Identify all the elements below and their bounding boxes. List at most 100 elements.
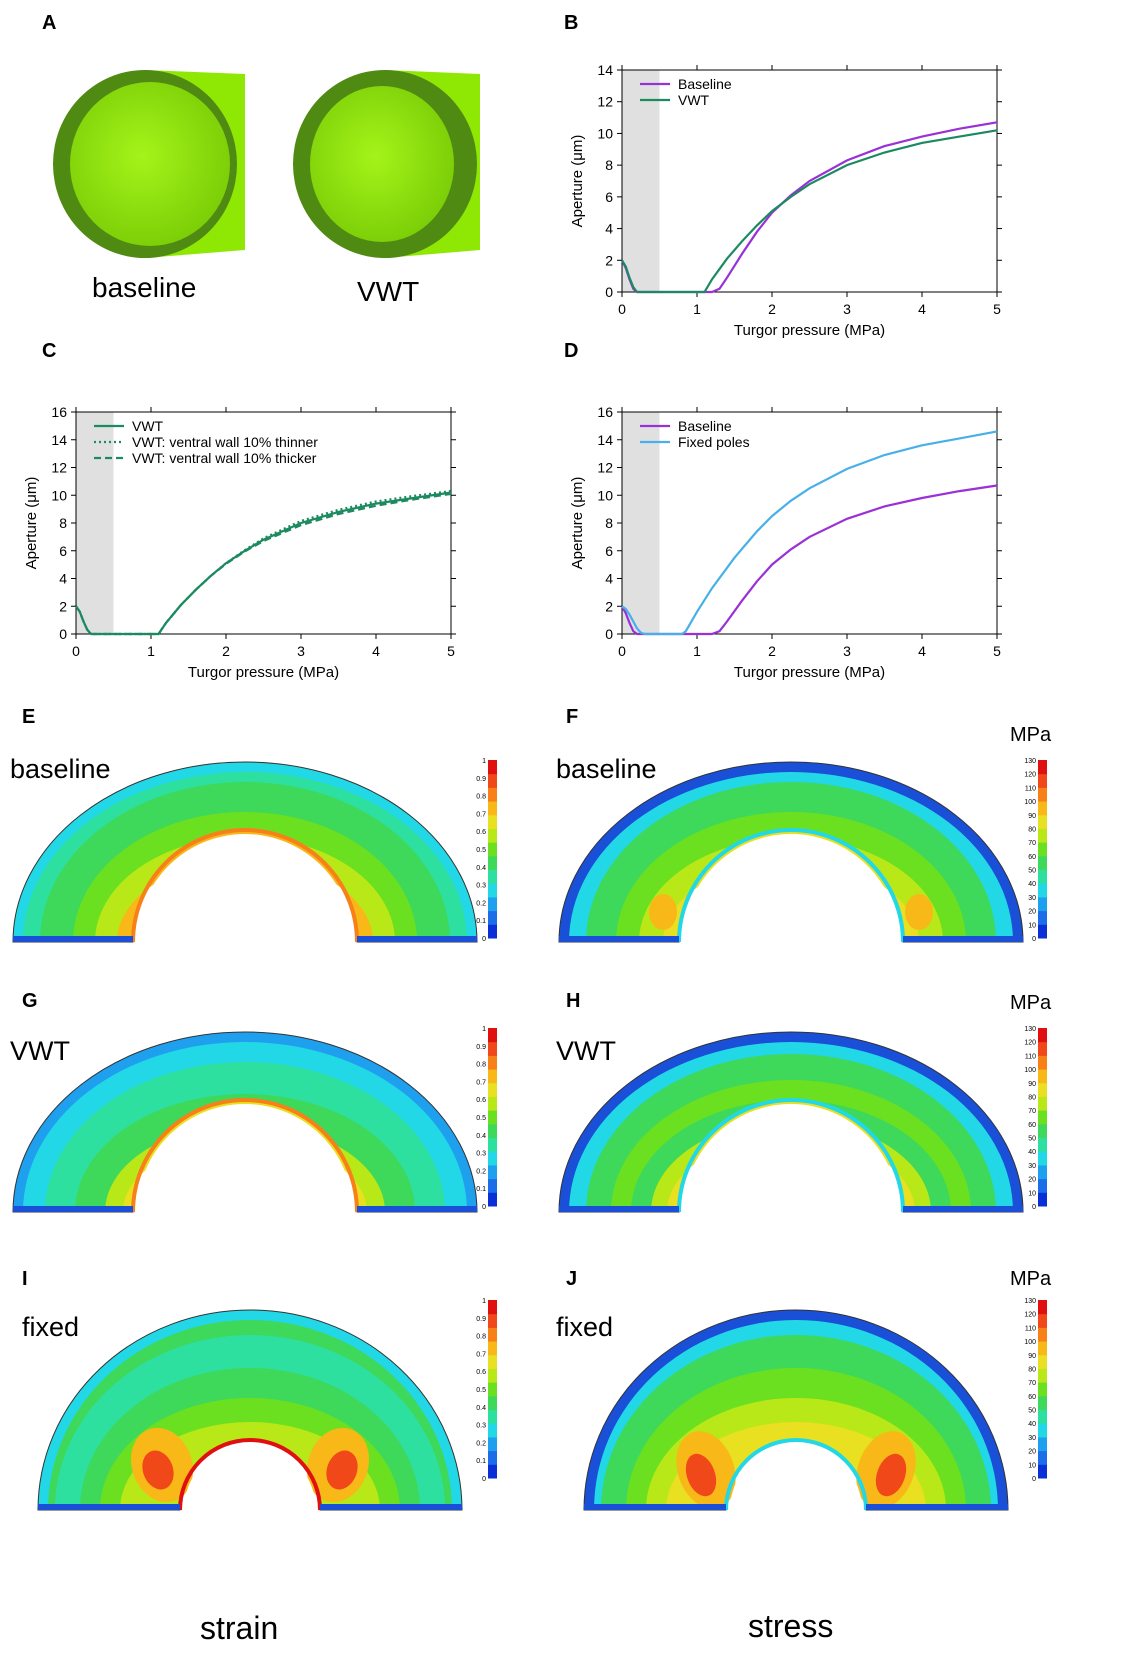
colorbar-segment [488,1069,497,1084]
baseline-label: baseline [92,272,197,303]
colorbar-segment [488,910,497,925]
map-contour-0 [45,1062,445,1212]
colorbar-tick-label: 130 [1024,758,1036,765]
map-hotspot-3 [875,1453,907,1497]
y-tick-label: 8 [605,157,613,173]
colorbar-tick-label: 1 [482,1026,486,1033]
colorbar-tick-label: 70 [1028,1380,1036,1387]
colorbar-tick-label: 0.7 [476,1351,486,1358]
colorbar-tick-label: 20 [1028,1177,1036,1184]
strain-map-baseline [12,761,478,943]
colorbar-tick-label: 0.2 [476,1440,486,1447]
stress-colorbar-h: 0 10 20 30 40 50 60 70 80 90 100 110 120 130 [1024,1026,1047,1211]
colorbar-segment [488,773,497,788]
colorbar-tick-label: 130 [1024,1298,1036,1305]
x-tick-label: 5 [993,301,1001,317]
map-base-left [13,936,133,942]
colorbar-segment [1038,869,1047,884]
colorbar-tick-label: 110 [1025,1053,1036,1060]
colorbar-tick-label: 120 [1024,1040,1036,1047]
colorbar-segment [488,1055,497,1070]
map-hotspot-3 [326,1450,358,1490]
panel-a-tubes [53,70,480,258]
map-inner-rim [178,1438,322,1511]
colorbar-segment [1038,896,1047,912]
map-g-label: VWT [10,1036,70,1066]
stress-map-baseline [558,761,1024,943]
colorbar-segment [488,842,497,857]
y-tick-label: 4 [605,221,613,237]
colorbar-tick-label: 110 [1025,785,1036,792]
colorbar-tick-label: 0.4 [476,865,486,872]
colorbar-segment [488,1409,497,1424]
colorbar-tick-label: 1 [482,1298,486,1305]
colorbar-tick-label: 0.9 [476,1316,486,1323]
x-axis-label: Turgor pressure (MPa) [734,664,885,681]
colorbar-segment [488,1123,497,1139]
colorbar-segment [1038,828,1047,843]
x-tick-label: 2 [768,301,776,317]
x-axis-label: Turgor pressure (MPa) [188,664,339,681]
x-tick-label: 4 [918,643,926,659]
legend-label-1: VWT [678,92,710,108]
map-inner-rim [677,1098,905,1213]
colorbar-segment [488,1382,497,1397]
map-base-left [584,1504,726,1510]
colorbar-segment [488,1041,497,1056]
colorbar-segment [1038,924,1047,939]
colorbar-tick-label: 30 [1028,1435,1036,1442]
stress-colorbar-f: 0 10 20 30 40 50 60 70 80 90 100 110 120 130 [1024,758,1047,943]
series-line-0 [621,484,998,636]
x-tick-label: 1 [693,643,701,659]
colorbar-tick-label: 0.3 [476,1151,486,1158]
colorbar-segment [488,801,497,816]
colorbar-tick-label: 0.3 [476,883,486,890]
colorbar-tick-label: 0 [482,1476,486,1483]
y-tick-label: 4 [59,571,67,587]
colorbar-segment [1038,773,1047,788]
strain-map-fixed [37,1309,463,1511]
colorbar-segment [1038,1395,1047,1411]
y-tick-label: 10 [597,125,613,141]
colorbar-tick-label: 40 [1028,1149,1036,1156]
colorbar-segment [1038,855,1047,871]
colorbar-segment [1038,1300,1047,1315]
map-h-label: VWT [556,1036,616,1066]
colorbar-segment [488,1327,497,1342]
x-tick-label: 5 [447,643,455,659]
y-tick-label: 10 [597,487,613,503]
colorbar-tick-label: 0.4 [476,1405,486,1412]
x-tick-label: 3 [843,301,851,317]
colorbar-tick-label: 0 [482,1204,486,1211]
legend-label-2: VWT: ventral wall 10% thicker [132,450,317,466]
colorbar-segment [1038,760,1047,775]
stress-unit-f: MPa [1010,724,1052,746]
map-inner-rim [724,1438,868,1511]
legend-label-1: Fixed poles [678,434,750,450]
colorbar-tick-label: 0 [1032,1476,1036,1483]
x-tick-label: 3 [297,643,305,659]
colorbar-tick-label: 90 [1028,1081,1036,1088]
map-base-right [903,1206,1023,1212]
colorbar-segment [488,760,497,775]
y-tick-label: 12 [51,460,67,476]
map-base-left [559,936,679,942]
x-tick-label: 0 [72,643,80,659]
map-i-label: fixed [22,1312,80,1342]
map-hole [184,1444,316,1510]
plot-frame [621,69,998,293]
colorbar-segment [1038,1041,1047,1056]
colorbar-segment [1038,1409,1047,1424]
panel-letter-f: F [566,706,579,728]
colorbar-segment [1038,1327,1047,1342]
map-base-left [13,1206,133,1212]
shaded-region [622,412,660,634]
colorbar-segment [488,869,497,884]
colorbar-segment [488,1110,497,1125]
y-tick-label: 16 [597,404,613,420]
panel-letter-d: D [564,340,579,362]
colorbar-tick-label: 40 [1028,881,1036,888]
colorbar-tick-label: 0.2 [476,900,486,907]
colorbar-tick-label: 0.6 [476,1369,486,1376]
colorbar-segment [1038,910,1047,925]
